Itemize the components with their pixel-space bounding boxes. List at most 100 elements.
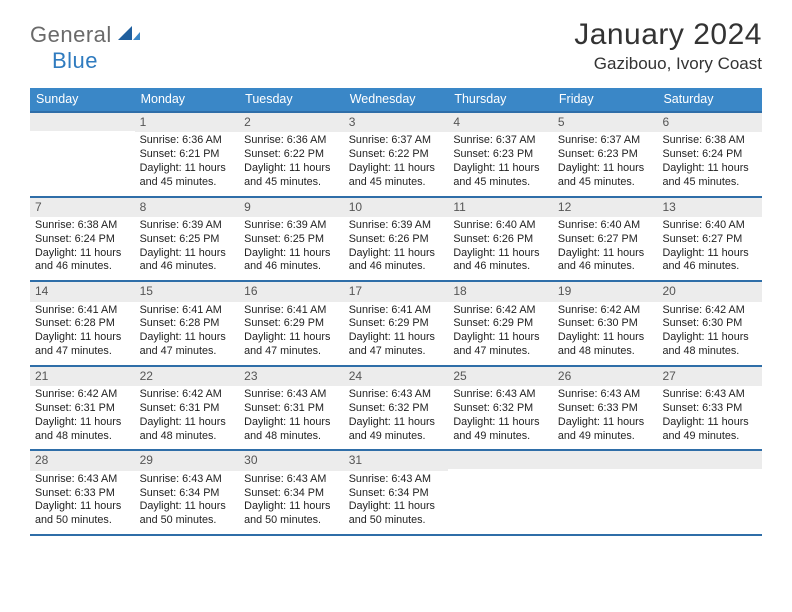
sunset-text: Sunset: 6:24 PM bbox=[662, 148, 757, 162]
calendar-day: 19Sunrise: 6:42 AMSunset: 6:30 PMDayligh… bbox=[553, 282, 658, 365]
sunset-text: Sunset: 6:33 PM bbox=[662, 402, 757, 416]
sunrise-text: Sunrise: 6:38 AM bbox=[35, 219, 130, 233]
day-number: 31 bbox=[344, 451, 449, 470]
day-number: 30 bbox=[239, 451, 344, 470]
page-header: General Blue January 2024 Gazibouo, Ivor… bbox=[30, 18, 762, 74]
daylight-text: Daylight: 11 hours and 50 minutes. bbox=[140, 500, 235, 528]
sunset-text: Sunset: 6:30 PM bbox=[558, 317, 653, 331]
sunrise-text: Sunrise: 6:43 AM bbox=[244, 388, 339, 402]
daylight-text: Daylight: 11 hours and 45 minutes. bbox=[453, 162, 548, 190]
daylight-text: Daylight: 11 hours and 47 minutes. bbox=[140, 331, 235, 359]
day-body: Sunrise: 6:42 AMSunset: 6:31 PMDaylight:… bbox=[30, 388, 135, 443]
day-body: Sunrise: 6:43 AMSunset: 6:34 PMDaylight:… bbox=[135, 473, 240, 528]
day-body: Sunrise: 6:39 AMSunset: 6:25 PMDaylight:… bbox=[239, 219, 344, 274]
dow-header-row: Sunday Monday Tuesday Wednesday Thursday… bbox=[30, 88, 762, 111]
daylight-text: Daylight: 11 hours and 45 minutes. bbox=[244, 162, 339, 190]
sunrise-text: Sunrise: 6:42 AM bbox=[140, 388, 235, 402]
sunset-text: Sunset: 6:34 PM bbox=[349, 487, 444, 501]
calendar-day: 16Sunrise: 6:41 AMSunset: 6:29 PMDayligh… bbox=[239, 282, 344, 365]
day-body: Sunrise: 6:43 AMSunset: 6:34 PMDaylight:… bbox=[344, 473, 449, 528]
day-number: 29 bbox=[135, 451, 240, 470]
calendar-day: 7 Sunrise: 6:38 AMSunset: 6:24 PMDaylight… bbox=[30, 198, 135, 281]
day-number: 20 bbox=[657, 282, 762, 301]
sunset-text: Sunset: 6:33 PM bbox=[35, 487, 130, 501]
day-number: 22 bbox=[135, 367, 240, 386]
sunrise-text: Sunrise: 6:42 AM bbox=[558, 304, 653, 318]
day-body: Sunrise: 6:43 AMSunset: 6:33 PMDaylight:… bbox=[657, 388, 762, 443]
calendar-day bbox=[657, 451, 762, 534]
sunrise-text: Sunrise: 6:41 AM bbox=[244, 304, 339, 318]
sunrise-text: Sunrise: 6:41 AM bbox=[35, 304, 130, 318]
day-body: Sunrise: 6:43 AMSunset: 6:33 PMDaylight:… bbox=[553, 388, 658, 443]
sunset-text: Sunset: 6:33 PM bbox=[558, 402, 653, 416]
sunrise-text: Sunrise: 6:42 AM bbox=[662, 304, 757, 318]
daylight-text: Daylight: 11 hours and 49 minutes. bbox=[558, 416, 653, 444]
calendar-day bbox=[553, 451, 658, 534]
day-body: Sunrise: 6:37 AMSunset: 6:22 PMDaylight:… bbox=[344, 134, 449, 189]
sunrise-text: Sunrise: 6:36 AM bbox=[140, 134, 235, 148]
day-body: Sunrise: 6:38 AMSunset: 6:24 PMDaylight:… bbox=[30, 219, 135, 274]
day-body: Sunrise: 6:41 AMSunset: 6:29 PMDaylight:… bbox=[344, 304, 449, 359]
day-body: Sunrise: 6:38 AMSunset: 6:24 PMDaylight:… bbox=[657, 134, 762, 189]
sunset-text: Sunset: 6:26 PM bbox=[349, 233, 444, 247]
day-number: 4 bbox=[448, 113, 553, 132]
sunset-text: Sunset: 6:29 PM bbox=[349, 317, 444, 331]
day-body: Sunrise: 6:36 AMSunset: 6:22 PMDaylight:… bbox=[239, 134, 344, 189]
calendar-day: 29 Sunrise: 6:43 AMSunset: 6:34 PMDayligh… bbox=[135, 451, 240, 534]
sunrise-text: Sunrise: 6:40 AM bbox=[558, 219, 653, 233]
calendar-day: 25Sunrise: 6:43 AMSunset: 6:32 PMDayligh… bbox=[448, 367, 553, 450]
calendar-day bbox=[448, 451, 553, 534]
sunrise-text: Sunrise: 6:42 AM bbox=[453, 304, 548, 318]
day-body: Sunrise: 6:42 AMSunset: 6:30 PMDaylight:… bbox=[657, 304, 762, 359]
sunrise-text: Sunrise: 6:39 AM bbox=[244, 219, 339, 233]
day-number: 25 bbox=[448, 367, 553, 386]
daylight-text: Daylight: 11 hours and 47 minutes. bbox=[349, 331, 444, 359]
calendar-week: 14Sunrise: 6:41 AMSunset: 6:28 PMDayligh… bbox=[30, 282, 762, 367]
sunrise-text: Sunrise: 6:39 AM bbox=[140, 219, 235, 233]
daylight-text: Daylight: 11 hours and 48 minutes. bbox=[140, 416, 235, 444]
calendar-day: 8 Sunrise: 6:39 AMSunset: 6:25 PMDaylight… bbox=[135, 198, 240, 281]
day-number: 21 bbox=[30, 367, 135, 386]
daylight-text: Daylight: 11 hours and 46 minutes. bbox=[244, 247, 339, 275]
sunrise-text: Sunrise: 6:43 AM bbox=[244, 473, 339, 487]
calendar-day: 26 Sunrise: 6:43 AMSunset: 6:33 PMDayligh… bbox=[553, 367, 658, 450]
logo: General Blue bbox=[30, 18, 140, 74]
calendar-day: 2Sunrise: 6:36 AMSunset: 6:22 PMDaylight… bbox=[239, 113, 344, 196]
calendar-day: 14Sunrise: 6:41 AMSunset: 6:28 PMDayligh… bbox=[30, 282, 135, 365]
calendar-week: 7 Sunrise: 6:38 AMSunset: 6:24 PMDaylight… bbox=[30, 198, 762, 283]
day-number: 7 bbox=[30, 198, 135, 217]
calendar: Sunday Monday Tuesday Wednesday Thursday… bbox=[30, 88, 762, 536]
day-number: 23 bbox=[239, 367, 344, 386]
sunrise-text: Sunrise: 6:43 AM bbox=[35, 473, 130, 487]
day-number: 26 bbox=[553, 367, 658, 386]
calendar-page: General Blue January 2024 Gazibouo, Ivor… bbox=[0, 0, 792, 556]
title-location: Gazibouo, Ivory Coast bbox=[574, 54, 762, 74]
day-number: 3 bbox=[344, 113, 449, 132]
day-number: 19 bbox=[553, 282, 658, 301]
dow-header: Thursday bbox=[448, 88, 553, 111]
sunset-text: Sunset: 6:23 PM bbox=[453, 148, 548, 162]
calendar-day: 3 Sunrise: 6:37 AMSunset: 6:22 PMDaylight… bbox=[344, 113, 449, 196]
calendar-day: 12Sunrise: 6:40 AMSunset: 6:27 PMDayligh… bbox=[553, 198, 658, 281]
day-body: Sunrise: 6:36 AMSunset: 6:21 PMDaylight:… bbox=[135, 134, 240, 189]
sunrise-text: Sunrise: 6:43 AM bbox=[558, 388, 653, 402]
day-body: Sunrise: 6:41 AMSunset: 6:29 PMDaylight:… bbox=[239, 304, 344, 359]
sunset-text: Sunset: 6:22 PM bbox=[349, 148, 444, 162]
sunrise-text: Sunrise: 6:41 AM bbox=[349, 304, 444, 318]
sunrise-text: Sunrise: 6:40 AM bbox=[453, 219, 548, 233]
day-number: 12 bbox=[553, 198, 658, 217]
sunrise-text: Sunrise: 6:43 AM bbox=[662, 388, 757, 402]
day-body: Sunrise: 6:43 AMSunset: 6:31 PMDaylight:… bbox=[239, 388, 344, 443]
day-number bbox=[553, 451, 658, 469]
sunset-text: Sunset: 6:25 PM bbox=[244, 233, 339, 247]
day-number: 8 bbox=[135, 198, 240, 217]
day-body: Sunrise: 6:43 AMSunset: 6:33 PMDaylight:… bbox=[30, 473, 135, 528]
sunset-text: Sunset: 6:29 PM bbox=[453, 317, 548, 331]
sunrise-text: Sunrise: 6:38 AM bbox=[662, 134, 757, 148]
sunset-text: Sunset: 6:26 PM bbox=[453, 233, 548, 247]
calendar-day: 23 Sunrise: 6:43 AMSunset: 6:31 PMDayligh… bbox=[239, 367, 344, 450]
calendar-day: 30Sunrise: 6:43 AMSunset: 6:34 PMDayligh… bbox=[239, 451, 344, 534]
daylight-text: Daylight: 11 hours and 49 minutes. bbox=[662, 416, 757, 444]
day-body: Sunrise: 6:39 AMSunset: 6:25 PMDaylight:… bbox=[135, 219, 240, 274]
sunset-text: Sunset: 6:27 PM bbox=[558, 233, 653, 247]
